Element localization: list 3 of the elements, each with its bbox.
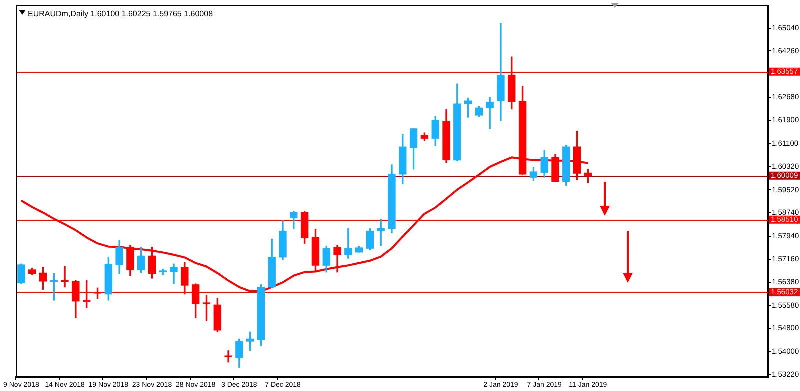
candlestick <box>61 266 69 288</box>
text: EURAUDm,Daily 1.60100 1.60225 1.59765 1.60008 <box>28 10 214 19</box>
candlestick <box>224 350 232 363</box>
